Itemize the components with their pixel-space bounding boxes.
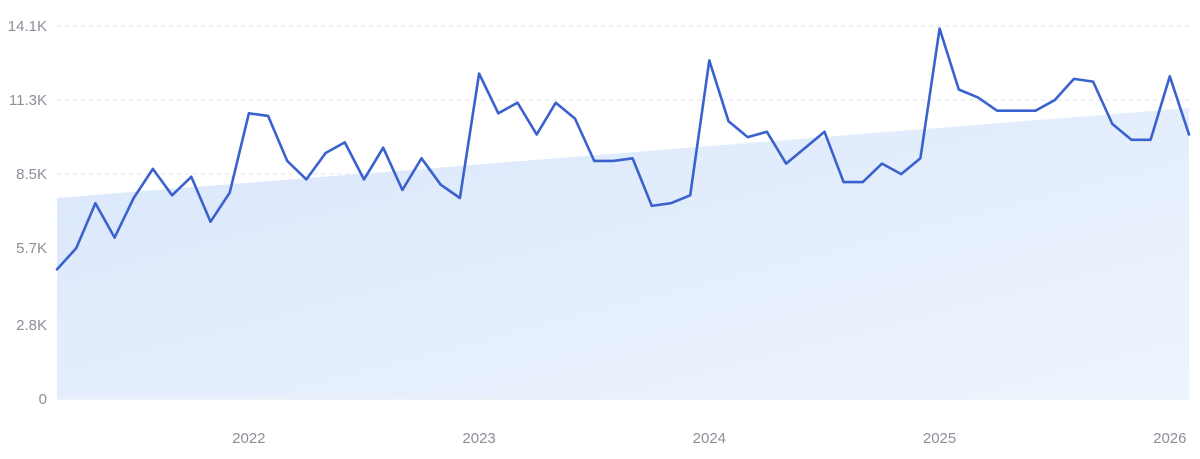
data-point[interactable] [54,266,60,272]
data-point[interactable] [975,94,981,100]
data-point[interactable] [265,113,271,119]
data-point[interactable] [860,179,866,185]
x-tick-label: 2023 [462,430,495,447]
data-point[interactable] [783,161,789,167]
y-tick-label: 5.7K [16,240,47,257]
data-point[interactable] [802,145,808,151]
data-point[interactable] [630,155,636,161]
data-point[interactable] [476,71,482,77]
data-point[interactable] [188,174,194,180]
x-tick-label: 2022 [232,430,265,447]
data-point[interactable] [207,219,213,225]
x-axis-ticks: 2022 2023 2024 2025 2026 [232,430,1186,447]
data-point[interactable] [112,235,118,241]
data-point[interactable] [1186,131,1192,137]
data-point[interactable] [399,187,405,193]
data-point[interactable] [1109,121,1115,127]
trend-fill-area [57,108,1189,400]
data-point[interactable] [150,166,156,172]
data-point[interactable] [438,182,444,188]
x-tick-label: 2025 [923,430,956,447]
data-point[interactable] [745,134,751,140]
data-point[interactable] [937,26,943,32]
y-tick-label: 8.5K [16,166,47,183]
data-point[interactable] [821,129,827,135]
data-point[interactable] [380,145,386,151]
trend-area [57,108,1189,400]
data-point[interactable] [92,200,98,206]
data-point[interactable] [994,108,1000,114]
y-tick-label: 2.8K [16,317,47,334]
data-point[interactable] [1013,108,1019,114]
data-point[interactable] [284,158,290,164]
data-point[interactable] [1128,137,1134,143]
data-point[interactable] [879,161,885,167]
data-point[interactable] [457,195,463,201]
data-point[interactable] [303,176,309,182]
data-point[interactable] [1090,79,1096,85]
data-point[interactable] [706,57,712,63]
x-tick-label: 2026 [1153,430,1186,447]
data-point[interactable] [1167,73,1173,79]
data-point[interactable] [361,176,367,182]
data-point[interactable] [534,131,540,137]
data-point[interactable] [227,190,233,196]
data-point[interactable] [649,203,655,209]
data-point[interactable] [1033,108,1039,114]
y-tick-label: 14.1K [8,18,47,35]
series-line-group [54,26,1192,272]
data-point[interactable] [514,100,520,106]
data-point[interactable] [610,158,616,164]
data-point[interactable] [917,155,923,161]
data-point[interactable] [591,158,597,164]
y-tick-label: 11.3K [9,92,47,109]
data-point[interactable] [419,155,425,161]
data-point[interactable] [131,195,137,201]
y-tick-label: 0 [39,391,47,408]
y-axis-ticks: 0 2.8K 5.7K 8.5K 11.3K 14.1K [8,18,47,408]
data-point[interactable] [1052,97,1058,103]
data-point[interactable] [73,245,79,251]
data-point[interactable] [668,200,674,206]
data-point[interactable] [572,116,578,122]
data-point[interactable] [1071,76,1077,82]
data-point[interactable] [764,129,770,135]
data-point[interactable] [687,192,693,198]
data-point[interactable] [898,171,904,177]
x-tick-label: 2024 [693,430,726,447]
data-point[interactable] [323,150,329,156]
series-line [55,27,1191,271]
data-point[interactable] [246,110,252,116]
data-point[interactable] [956,86,962,92]
data-point[interactable] [495,110,501,116]
data-point[interactable] [553,100,559,106]
data-point[interactable] [1148,137,1154,143]
data-point[interactable] [726,118,732,124]
data-point[interactable] [169,192,175,198]
data-point[interactable] [342,139,348,145]
data-point[interactable] [841,179,847,185]
